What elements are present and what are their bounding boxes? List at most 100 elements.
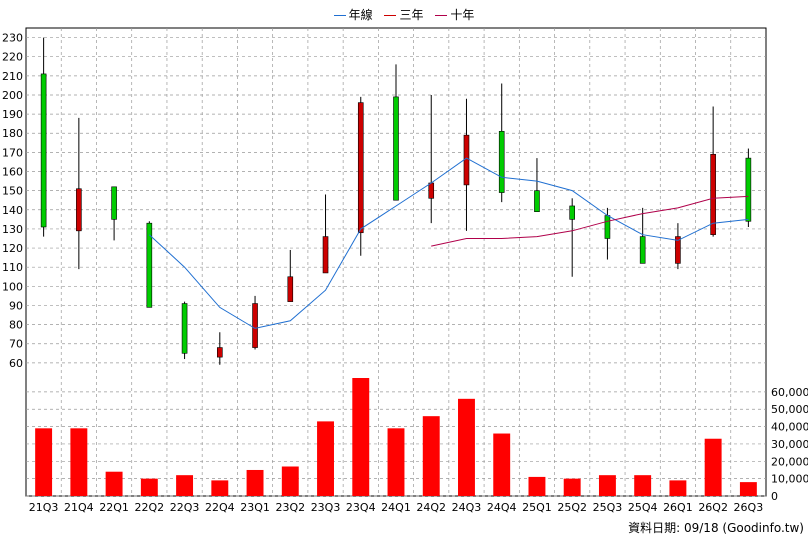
volume-bar: [140, 478, 158, 496]
legend-item-three-year: 三年: [384, 6, 424, 23]
legend-swatch-annual: [333, 15, 346, 16]
price-tick-label: 180: [2, 127, 23, 140]
volume-bar: [634, 475, 652, 496]
candle-body-down: [322, 236, 329, 274]
x-tick-label: 23Q3: [311, 501, 341, 514]
candle-body-down: [463, 134, 470, 186]
x-tick-label: 24Q1: [381, 501, 411, 514]
price-tick-label: 170: [2, 146, 23, 159]
price-tick-label: 120: [2, 242, 23, 255]
candle-body-up: [111, 186, 117, 220]
candle-body-up: [498, 131, 505, 193]
volume-bar: [598, 475, 616, 496]
x-tick-label: 26Q3: [734, 501, 764, 514]
volume-tick-label: 20,000: [771, 455, 808, 468]
candle-body-down: [428, 182, 435, 199]
candle-body-down: [287, 276, 294, 302]
volume-tick-label: 0: [771, 490, 778, 503]
volume-bar: [176, 475, 194, 496]
volume-bar: [458, 398, 475, 496]
legend-item-ten-year: 十年: [435, 6, 474, 23]
x-tick-label: 23Q4: [346, 501, 376, 514]
x-tick-label: 25Q2: [557, 501, 587, 514]
volume-bar: [35, 428, 53, 496]
volume-bar: [704, 438, 722, 496]
volume-bar: [669, 480, 687, 496]
volume-bar: [105, 471, 123, 496]
price-tick-label: 130: [2, 223, 23, 236]
legend-label-annual: 年線: [348, 8, 373, 22]
volume-tick-label: 40,000: [771, 421, 808, 434]
candle-body-up: [146, 222, 153, 308]
volume-bar: [563, 478, 581, 496]
x-tick-label: 24Q4: [487, 501, 517, 514]
legend-item-annual: 年線: [333, 6, 373, 23]
x-tick-label: 26Q2: [698, 501, 728, 514]
candle-body-up: [745, 157, 752, 222]
candle-body-down: [710, 153, 716, 235]
x-tick-label: 22Q1: [99, 501, 129, 514]
price-tick-label: 90: [9, 299, 23, 312]
series-line-2: [431, 195, 749, 247]
candle-body-up: [40, 73, 47, 228]
candle-body-down: [217, 347, 223, 358]
volume-bar: [528, 476, 546, 496]
x-tick-label: 24Q3: [452, 501, 482, 514]
candle-body-down: [675, 236, 681, 264]
candle-body-up: [534, 190, 540, 212]
price-tick-label: 230: [2, 32, 23, 45]
price-tick-label: 70: [9, 338, 23, 351]
volume-bar: [422, 416, 440, 496]
x-tick-label: 25Q1: [522, 501, 552, 514]
candle-body-up: [181, 303, 188, 354]
x-tick-label: 26Q1: [663, 501, 693, 514]
volume-bar: [317, 421, 334, 496]
volume-tick-label: 60,000: [771, 386, 808, 399]
candle-body-down: [357, 102, 364, 234]
x-tick-label: 21Q4: [64, 501, 94, 514]
volume-tick-label: 10,000: [771, 473, 808, 486]
volume-bar: [493, 433, 511, 496]
candle-body-up: [393, 96, 399, 201]
volume-bar: [246, 469, 264, 496]
legend-swatch-three-year: [384, 15, 397, 16]
price-tick-label: 80: [9, 319, 23, 332]
price-tick-label: 220: [2, 51, 23, 64]
candle-body-up: [639, 236, 646, 264]
candle-body-down: [76, 188, 82, 232]
volume-tick-label: 30,000: [771, 438, 808, 451]
price-tick-label: 110: [2, 261, 23, 274]
volume-bar: [70, 428, 88, 496]
price-tick-label: 140: [2, 204, 23, 217]
price-tick-label: 60: [9, 357, 23, 370]
volume-tick-label: 50,000: [771, 403, 808, 416]
legend-swatch-ten-year: [435, 15, 448, 16]
legend-label-three-year: 三年: [399, 8, 424, 22]
volume-bar: [281, 466, 299, 496]
price-tick-label: 150: [2, 185, 23, 198]
legend: 年線 三年 十年: [0, 6, 808, 23]
volume-bar: [739, 482, 757, 496]
volume-bar: [352, 378, 370, 496]
x-tick-label: 23Q1: [240, 501, 270, 514]
candle-body-down: [252, 303, 258, 348]
legend-label-ten-year: 十年: [450, 8, 475, 22]
x-tick-label: 25Q3: [593, 501, 623, 514]
x-tick-label: 22Q2: [135, 501, 165, 514]
x-tick-label: 22Q4: [205, 501, 235, 514]
x-tick-label: 25Q4: [628, 501, 658, 514]
volume-bar: [211, 480, 229, 496]
x-tick-label: 23Q2: [275, 501, 305, 514]
x-tick-label: 24Q2: [416, 501, 446, 514]
x-tick-label: 22Q3: [170, 501, 200, 514]
candle-body-up: [569, 205, 575, 220]
footer-note: 資料日期: 09/18 (Goodinfo.tw): [628, 521, 804, 535]
price-tick-label: 160: [2, 166, 23, 179]
price-tick-label: 190: [2, 108, 23, 121]
price-tick-label: 100: [2, 280, 23, 293]
price-tick-label: 200: [2, 89, 23, 102]
volume-bar: [387, 428, 405, 496]
series-line-0: [148, 157, 749, 329]
x-tick-label: 21Q3: [29, 501, 59, 514]
